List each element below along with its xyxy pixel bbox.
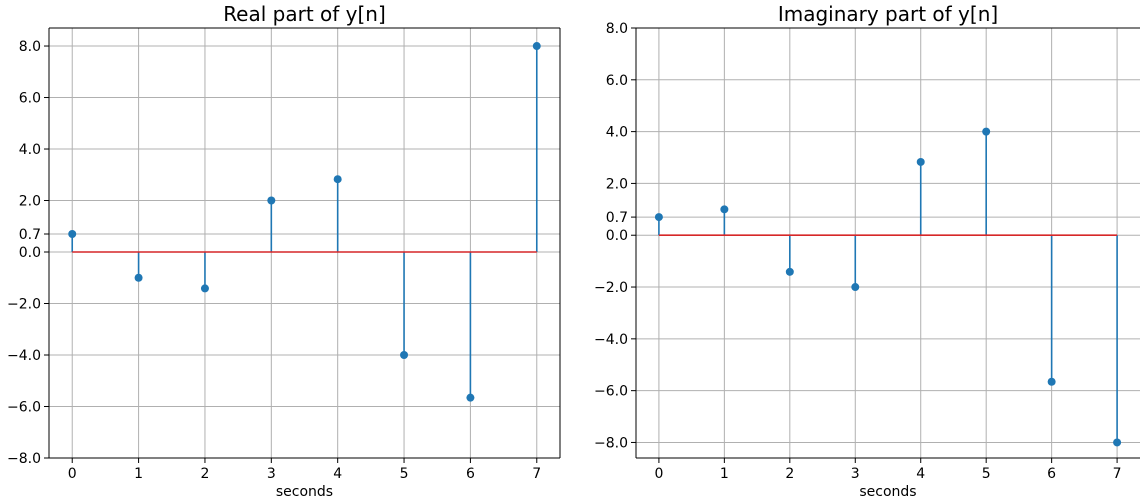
plot1-ytick-label-3: −2.0: [7, 297, 41, 313]
plot1-point-3: [267, 196, 276, 205]
plot2-ytick-label-1: −6.0: [594, 384, 628, 400]
plot2-ytick-label-4: 0.0: [606, 228, 628, 244]
plot2-ytick-label-0: −8.0: [594, 435, 628, 451]
plot1-ytick-label-1: −6.0: [7, 400, 41, 416]
plot2-xtick-label-0: 0: [654, 466, 663, 482]
plot2-xtick-label-3: 3: [851, 466, 860, 482]
plot2-xtick-label-4: 4: [916, 466, 925, 482]
plot2-point-6: [1047, 377, 1056, 386]
plot1-point-4: [333, 175, 342, 184]
plot2-point-1: [720, 205, 729, 214]
plot2-ytick-label-7: 4.0: [606, 125, 628, 141]
plot2-ytick-label-3: −2.0: [594, 280, 628, 296]
plot1-point-6: [466, 393, 475, 402]
plot1-ytick-label-4: 0.0: [19, 245, 41, 261]
plot1-point-1: [134, 273, 143, 282]
plot2-ytick-label-2: −4.0: [594, 332, 628, 348]
plot2-xtick-label-5: 5: [982, 466, 991, 482]
plot2-ytick-label-6: 2.0: [606, 176, 628, 192]
plot1-title: Real part of y[n]: [223, 2, 386, 26]
plot1-xtick-label-2: 2: [200, 466, 209, 482]
plot1-xtick-label-1: 1: [134, 466, 143, 482]
plot1-ytick-label-8: 6.0: [19, 91, 41, 107]
plot1-xtick-label-3: 3: [267, 466, 276, 482]
plot2-xlabel: seconds: [859, 484, 916, 500]
plot2-axes: 0 1 2 3 4 5 6 7 −8.0 −6.0 −4.0 −2.0 0.0 0.7 2.0 4.0 6.0 8…: [594, 2, 1140, 500]
plot1-ytick-label-7: 4.0: [19, 142, 41, 158]
plot1-xtick-label-7: 7: [532, 466, 541, 482]
plot1-xtick-label-5: 5: [400, 466, 409, 482]
plot1-point-2: [200, 284, 209, 293]
plot1-ytick-label-5: 0.7: [19, 227, 41, 243]
plot2-title: Imaginary part of y[n]: [778, 2, 998, 26]
plot2-ytick-label-5: 0.7: [606, 210, 628, 226]
plot2-ytick-label-8: 6.0: [606, 73, 628, 89]
plot1-xtick-label-0: 0: [68, 466, 77, 482]
plot1-axes: 0 1 2 3 4 5 6 7 −8.0 −6.0 −4.0 −2.0 0.0 0.7 2.0 4.0 6.0 8…: [7, 2, 561, 500]
plot2-xtick-label-7: 7: [1113, 466, 1122, 482]
plot1-point-7: [532, 42, 541, 51]
plot2-point-2: [785, 267, 794, 276]
plot1-xtick-label-6: 6: [466, 466, 475, 482]
plot1-ytick-label-2: −4.0: [7, 348, 41, 364]
plot2-ytick-label-9: 8.0: [606, 21, 628, 37]
plot2-xtick-label-2: 2: [785, 466, 794, 482]
plot2-point-7: [1113, 438, 1122, 447]
plot1-ytick-label-9: 8.0: [19, 39, 41, 55]
plot1-xlabel: seconds: [276, 484, 333, 500]
plot2-point-4: [916, 157, 925, 166]
plot1-ytick-label-0: −8.0: [7, 451, 41, 467]
plot1-point-5: [400, 351, 409, 360]
plot2-point-3: [851, 283, 860, 292]
plot2-point-5: [982, 127, 991, 136]
plot2-xtick-label-1: 1: [720, 466, 729, 482]
plot1-xtick-label-4: 4: [333, 466, 342, 482]
plot1-ytick-label-6: 2.0: [19, 194, 41, 210]
plot2-point-0: [654, 213, 663, 222]
plot1-point-0: [68, 229, 77, 238]
plot2-xtick-label-6: 6: [1047, 466, 1056, 482]
